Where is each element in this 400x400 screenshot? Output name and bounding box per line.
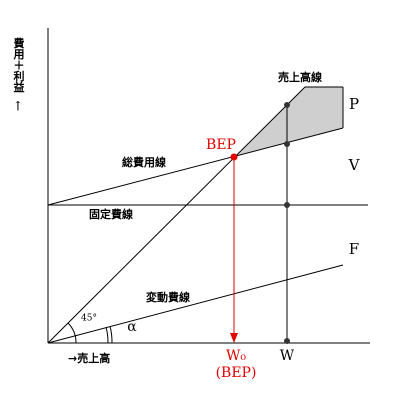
variable-cost-label: 変動費線 xyxy=(146,290,190,304)
y-axis-label: 費用＋利益 xyxy=(12,36,26,92)
bep-arrowhead xyxy=(230,333,238,343)
angle-45-label: 45° xyxy=(81,314,97,324)
total-cost-label: 総費用線 xyxy=(122,155,166,169)
w0-label: W₀ xyxy=(226,348,246,364)
y-axis-arrow: ↑ xyxy=(13,100,24,115)
dot xyxy=(284,141,290,147)
dot xyxy=(284,102,290,108)
alpha-arc-2 xyxy=(109,325,113,344)
x-axis-label: →売上高 xyxy=(68,351,110,365)
w-label: W xyxy=(280,348,295,364)
f-label: F xyxy=(349,240,359,258)
fixed-cost-label: 固定費線 xyxy=(89,207,133,221)
profit-area xyxy=(234,87,343,157)
variable-cost-line xyxy=(47,264,344,344)
angle-45-arc xyxy=(67,322,77,344)
total-cost-line xyxy=(47,127,344,206)
sales-label: 売上高線 xyxy=(278,70,322,84)
bep-label: BEP xyxy=(206,137,236,153)
dot xyxy=(284,338,290,344)
sales-line xyxy=(47,86,343,344)
dot xyxy=(284,202,290,208)
p-label: P xyxy=(349,95,359,113)
alpha-arc-1 xyxy=(105,326,109,344)
w0-note: (BEP) xyxy=(216,365,257,381)
v-label: V xyxy=(348,156,361,174)
alpha-label: α xyxy=(127,319,137,335)
bep-dot xyxy=(230,153,238,161)
